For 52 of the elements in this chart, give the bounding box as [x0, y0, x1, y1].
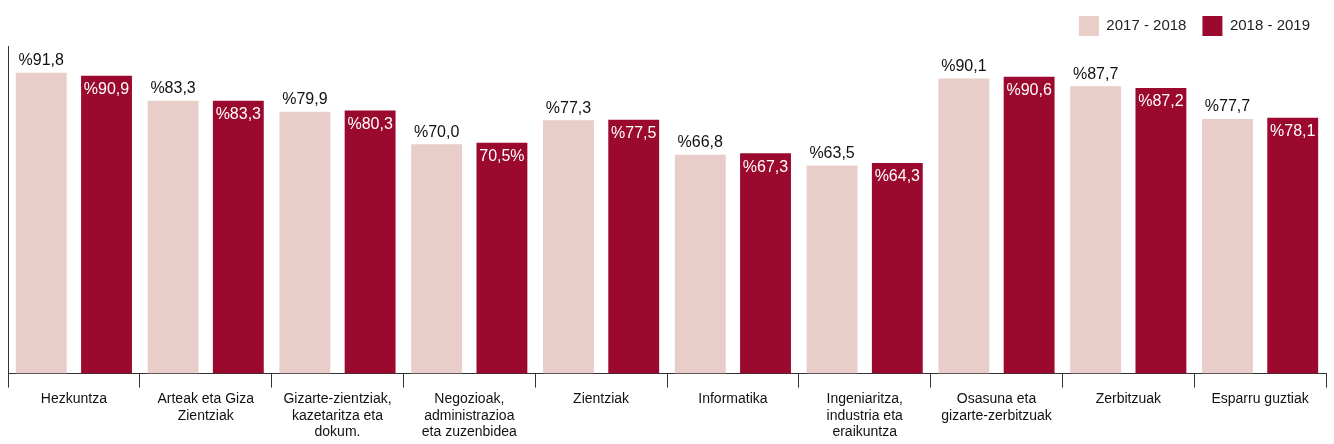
data-label: %83,3	[215, 105, 262, 123]
bar	[15, 72, 67, 374]
data-label: %83,3	[150, 79, 196, 97]
x-tick-label: Negozioak, administrazioa eta zuzenbidea	[421, 389, 517, 440]
data-label: %80,3	[347, 114, 393, 132]
bar	[279, 111, 331, 374]
data-label: %77,7	[1204, 97, 1251, 115]
bar	[1070, 86, 1122, 374]
x-tick-label: Arteak eta Giza Zientziak	[157, 389, 255, 423]
bar	[806, 165, 858, 374]
bar	[476, 142, 528, 374]
x-tick-label: Informatika	[698, 389, 768, 406]
data-label: %90,6	[1006, 81, 1052, 99]
data-label: %67,3	[742, 157, 789, 175]
bar	[740, 153, 791, 374]
bar	[81, 75, 132, 374]
data-label: %77,3	[545, 98, 592, 116]
bar	[344, 110, 396, 374]
legend-label: 2018 - 2019	[1229, 16, 1311, 34]
bar	[212, 100, 264, 374]
data-label: %64,3	[874, 167, 921, 185]
x-tick-label: Hezkuntza	[40, 389, 108, 406]
data-label: %77,5	[611, 124, 657, 142]
data-label: 70,5%	[479, 147, 525, 165]
x-tick-label: Osasuna eta gizarte-zerbitzuak	[941, 389, 1053, 423]
data-label: %90,1	[941, 56, 987, 74]
bar	[1267, 117, 1319, 374]
data-label: %87,2	[1138, 92, 1184, 110]
bar	[938, 78, 990, 374]
bar	[608, 119, 660, 374]
legend-label: 2017 - 2018	[1106, 16, 1187, 34]
x-tick-label: Esparru guztiak	[1211, 389, 1310, 406]
data-label: %87,7	[1072, 64, 1119, 82]
data-label: %66,8	[677, 133, 724, 151]
data-label: %70,0	[413, 122, 460, 140]
bar	[674, 154, 726, 374]
data-label: %91,8	[18, 51, 65, 69]
bar	[1135, 87, 1187, 374]
x-tick-label: Zerbitzuak	[1095, 389, 1162, 406]
bar	[543, 120, 594, 374]
bar	[411, 144, 463, 374]
x-tick-label: Gizarte-zientziak, kazetaritza eta dokum.	[283, 389, 392, 440]
x-tick-label: Zientziak	[573, 389, 631, 406]
data-label: %90,9	[83, 80, 130, 98]
data-label: %79,9	[282, 90, 328, 108]
x-tick-label: Ingeniaritza, industria eta eraikuntza	[826, 389, 904, 440]
bar	[1202, 119, 1253, 374]
bar	[1003, 76, 1055, 374]
bar	[871, 162, 923, 374]
data-label: %78,1	[1270, 122, 1316, 140]
data-label: %63,5	[809, 143, 855, 161]
bar	[147, 100, 199, 374]
